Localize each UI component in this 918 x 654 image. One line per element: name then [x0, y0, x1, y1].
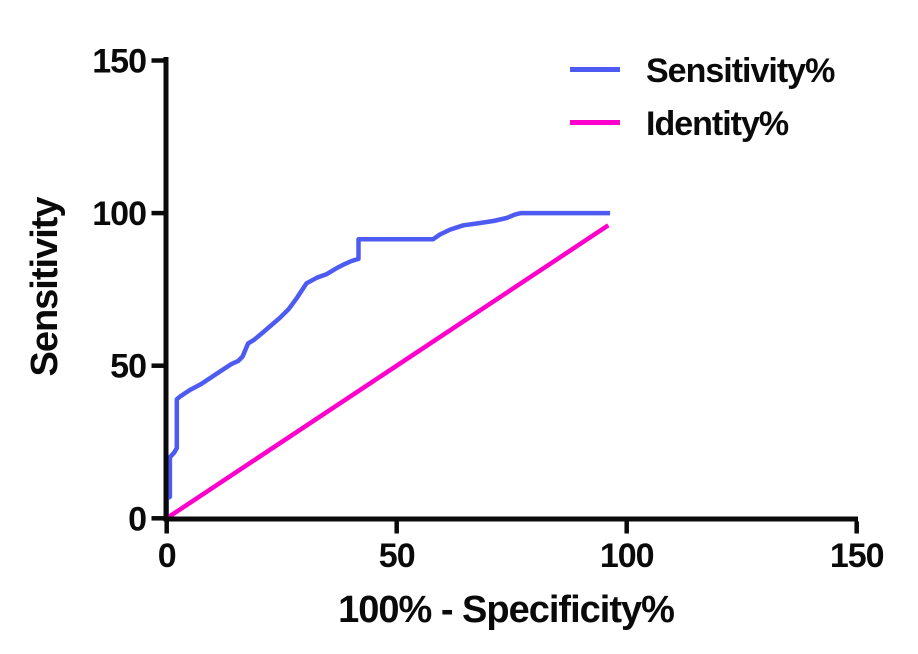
- x-axis-ticks: 0 50 100 150: [158, 521, 885, 575]
- x-tick-label: 100: [600, 537, 654, 575]
- x-axis-title: 100% - Specificity%: [338, 589, 674, 631]
- y-tick-label: 150: [92, 43, 146, 81]
- y-tick-label: 50: [110, 348, 146, 386]
- legend-label-identity: Identity%: [646, 105, 789, 143]
- legend-label-sensitivity: Sensitivity%: [646, 52, 835, 90]
- sensitivity-line: [164, 210, 611, 519]
- y-tick-label: 0: [128, 500, 146, 538]
- x-tick-label: 150: [830, 537, 884, 575]
- legend: Sensitivity% Identity%: [570, 52, 836, 143]
- x-tick-label: 0: [158, 537, 176, 575]
- series-layer: [164, 210, 611, 521]
- identity-line: [165, 223, 610, 521]
- y-tick-label: 100: [92, 195, 146, 233]
- x-tick-label: 50: [379, 537, 415, 575]
- y-axis-ticks: 0 50 100 150: [92, 43, 164, 538]
- y-axis-title: Sensitivity: [24, 197, 66, 377]
